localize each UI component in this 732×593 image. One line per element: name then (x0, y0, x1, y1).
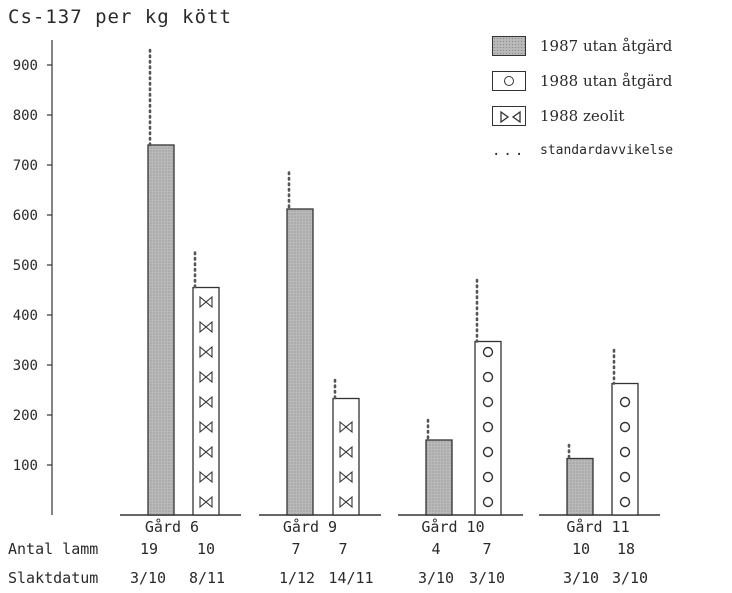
legend-label: 1988 utan åtgärd (540, 71, 673, 90)
bar-pattern-triangle (345, 495, 353, 509)
bar-pattern-triangle (345, 420, 353, 434)
bar-pattern-triangle (199, 345, 207, 359)
bar-1987-utan-atgard (286, 208, 314, 516)
bar-pattern-circle (619, 396, 631, 408)
bar-pattern-circle (482, 421, 494, 433)
y-tick-label: 700 (13, 158, 38, 174)
antal-cell: 10 (571, 540, 591, 558)
bar-pattern-circle (619, 421, 631, 433)
legend-swatch-circles (492, 70, 526, 91)
bar-pattern-triangle (339, 495, 347, 509)
y-axis: 100 200 300 400 500 600 700 800 900 (13, 40, 53, 515)
antal-cell: 10 (196, 540, 216, 558)
bar-pattern-triangle (205, 370, 213, 384)
y-tick-label: 100 (13, 458, 38, 474)
legend-entry-1988-zeolit: 1988 zeolit (492, 98, 728, 133)
slaktdatum-cell: 3/10 (417, 569, 455, 587)
y-tick-label: 800 (13, 108, 38, 124)
x-group-labels: Gård 6 Gård 9 Gård 10 Gård 11 (145, 518, 630, 536)
bar-pattern-circle (482, 396, 494, 408)
bar-pattern-triangle (199, 495, 207, 509)
antal-cell: 19 (139, 540, 159, 558)
bar-pattern-circle (482, 496, 494, 508)
bar-pattern-circle (482, 446, 494, 458)
bar-pattern-triangle (339, 420, 347, 434)
legend-entry-1988-utan: 1988 utan åtgärd (492, 63, 728, 98)
bar-pattern-circle (482, 371, 494, 383)
bar-pattern-circle (619, 496, 631, 508)
antal-cell: 7 (338, 540, 348, 558)
antal-cell: 18 (616, 540, 636, 558)
slaktdatum-cell: 3/10 (562, 569, 600, 587)
bar-pattern-triangle (205, 445, 213, 459)
bar-pattern-triangle (199, 445, 207, 459)
legend-label: 1988 zeolit (540, 106, 625, 125)
legend: 1987 utan åtgärd 1988 utan åtgärd 1988 z… (492, 28, 728, 168)
bar-pattern-circle (482, 346, 494, 358)
bar-pattern-circle (619, 471, 631, 483)
y-tick-label: 900 (13, 58, 38, 74)
bar-pattern-triangle (205, 395, 213, 409)
y-tick-label: 500 (13, 258, 38, 274)
bar-pattern-triangle (339, 470, 347, 484)
bar-pattern-triangle (199, 420, 207, 434)
slaktdatum-cell: 1/12 (278, 569, 316, 587)
legend-swatch-triangles (492, 105, 526, 126)
y-tick-label: 200 (13, 408, 38, 424)
bar-pattern-triangle (205, 420, 213, 434)
bar-pattern-triangle (205, 295, 213, 309)
bar-pattern-triangle (205, 345, 213, 359)
bars (120, 48, 660, 516)
bar-pattern-triangle (199, 320, 207, 334)
legend-label: 1987 utan åtgärd (540, 36, 673, 55)
legend-entry-std: ... standardavvikelse (492, 133, 728, 168)
bar-pattern-triangle (199, 395, 207, 409)
y-tick-label: 300 (13, 358, 38, 374)
slaktdatum-cell: 8/11 (188, 569, 226, 587)
legend-swatch-dots: ... (492, 142, 527, 159)
antal-cell: 4 (431, 540, 441, 558)
bar-pattern-triangle (199, 295, 207, 309)
bar-1987-utan-atgard (566, 457, 594, 516)
bar-pattern-triangle (345, 445, 353, 459)
bar-pattern-circle (619, 446, 631, 458)
antal-cell: 7 (482, 540, 492, 558)
legend-swatch-gray (492, 35, 526, 56)
bar-1988-utan-atgard (474, 340, 502, 516)
bar-1988-utan-atgard (611, 382, 639, 516)
bar-pattern-triangle (205, 495, 213, 509)
bar-pattern-triangle (345, 470, 353, 484)
slaktdatum-cell: 14/11 (328, 569, 374, 587)
slaktdatum-cell: 3/10 (129, 569, 167, 587)
bar-1987-utan-atgard (147, 144, 175, 516)
bar-pattern-triangle (199, 470, 207, 484)
x-group-label: Gård 11 (566, 518, 629, 536)
legend-label: standardavvikelse (540, 143, 674, 158)
y-tick-label: 400 (13, 308, 38, 324)
bar-pattern-triangle (205, 470, 213, 484)
bar-1987-utan-atgard (425, 439, 453, 516)
x-group-label: Gård 6 (145, 518, 199, 536)
bar-pattern-circle (482, 471, 494, 483)
chart-title: Cs-137 per kg kött (8, 6, 232, 28)
bar-1988-zeolit (332, 397, 360, 516)
bar-1988-zeolit (192, 286, 220, 516)
legend-entry-1987: 1987 utan åtgärd (492, 28, 728, 63)
bar-pattern-triangle (205, 320, 213, 334)
bar-pattern-triangle (199, 370, 207, 384)
antal-cell: 7 (291, 540, 301, 558)
slaktdatum-cell: 3/10 (611, 569, 649, 587)
x-group-label: Gård 9 (283, 518, 337, 536)
row-label-slaktdatum: Slaktdatum (8, 569, 99, 587)
y-tick-label: 600 (13, 208, 38, 224)
x-group-label: Gård 10 (421, 518, 484, 536)
slaktdatum-cell: 3/10 (468, 569, 506, 587)
bar-pattern-triangle (339, 445, 347, 459)
row-label-antal-lamm: Antal lamm (8, 540, 99, 558)
